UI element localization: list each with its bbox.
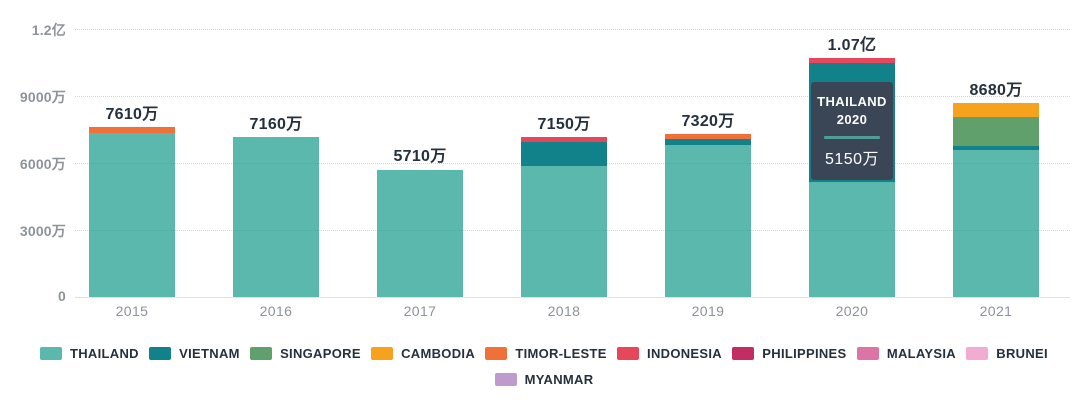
bar-total-label-2018: 7150万 <box>537 116 591 134</box>
legend-item-singapore[interactable]: SINGAPORE <box>250 346 361 361</box>
legend-item-malaysia[interactable]: MALAYSIA <box>856 346 956 361</box>
bar-total-label-2020: 1.07亿 <box>827 37 877 55</box>
bar-total-label-2015: 7610万 <box>105 106 159 124</box>
bar-segment-thailand[interactable] <box>521 166 607 297</box>
gridline <box>75 29 1070 30</box>
y-axis-tick-label: 6000万 <box>19 156 66 172</box>
bar-segment-vietnam[interactable] <box>953 146 1039 151</box>
legend-item-vietnam[interactable]: VIETNAM <box>149 346 240 361</box>
legend-swatch-cambodia <box>371 347 394 360</box>
legend-item-brunei[interactable]: BRUNEI <box>966 346 1048 361</box>
bar-segment-thailand[interactable] <box>377 169 463 297</box>
x-axis-tick-label-2016: 2016 <box>259 303 293 319</box>
legend-swatch-vietnam <box>149 347 172 360</box>
legend-row: MYANMAR <box>40 372 1048 387</box>
bar-segment-indonesia[interactable] <box>809 58 895 63</box>
bar-segment-thailand[interactable] <box>953 150 1039 297</box>
bar-total-label-2017: 5710万 <box>393 148 447 166</box>
x-axis-tick-label-2015: 2015 <box>115 303 149 319</box>
x-axis-tick-label-2021: 2021 <box>979 303 1013 319</box>
legend-item-timor-leste[interactable]: TIMOR-LESTE <box>485 346 606 361</box>
legend-swatch-brunei <box>966 347 989 360</box>
legend-item-philippines[interactable]: PHILIPPINES <box>732 346 846 361</box>
x-axis-tick-label-2018: 2018 <box>547 303 581 319</box>
bar-total-label-2021: 8680万 <box>969 82 1023 100</box>
bar-total-label-2016: 7160万 <box>249 116 303 134</box>
legend-item-myanmar[interactable]: MYANMAR <box>494 372 594 387</box>
bar-segment-timor-leste[interactable] <box>665 133 751 139</box>
legend-label: INDONESIA <box>647 346 722 361</box>
legend-label: PHILIPPINES <box>762 346 847 361</box>
bar-segment-vietnam[interactable] <box>521 142 607 167</box>
bar-2015[interactable] <box>89 127 175 297</box>
bar-2017[interactable] <box>377 169 463 297</box>
bar-segment-thailand[interactable] <box>233 137 319 297</box>
tooltip-year: 2020 <box>836 112 868 127</box>
legend-swatch-thailand <box>40 347 62 360</box>
bar-segment-timor-leste[interactable] <box>89 127 175 134</box>
legend-label: VIETNAM <box>179 346 240 361</box>
bar-2018[interactable] <box>521 137 607 297</box>
legend-swatch-timor-leste <box>485 347 508 360</box>
bar-segment-thailand[interactable] <box>89 133 175 297</box>
tooltip-value: 5150万 <box>824 150 880 168</box>
bar-total-label-2019: 7320万 <box>681 112 735 130</box>
legend-item-thailand[interactable]: THAILAND <box>40 346 139 361</box>
legend-swatch-singapore <box>250 347 273 360</box>
bar-segment-thailand[interactable] <box>809 182 895 297</box>
legend-swatch-malaysia <box>856 347 879 360</box>
legend-row: THAILAND VIETNAM SINGAPORE CAMBODIA TIMOR-LE… <box>40 346 1048 361</box>
y-axis-tick-label: 1.2亿 <box>31 22 66 38</box>
legend-swatch-philippines <box>732 347 755 360</box>
legend: THAILAND VIETNAM SINGAPORE CAMBODIA TIMOR-LE… <box>40 346 1048 387</box>
bar-tooltip: THAILAND 2020 5150万 <box>811 82 893 180</box>
legend-label: MYANMAR <box>524 372 594 387</box>
legend-label: SINGAPORE <box>280 346 361 361</box>
bar-segment-thailand[interactable] <box>665 145 751 297</box>
y-axis-tick-label: 9000万 <box>19 89 66 105</box>
bar-2021[interactable] <box>953 103 1039 297</box>
legend-item-cambodia[interactable]: CAMBODIA <box>371 346 475 361</box>
y-axis-tick-label: 0 <box>58 288 66 304</box>
legend-label: THAILAND <box>70 346 139 361</box>
legend-label: CAMBODIA <box>401 346 476 361</box>
legend-label: MALAYSIA <box>886 346 956 361</box>
x-axis-tick-label-2019: 2019 <box>691 303 725 319</box>
legend-label: BRUNEI <box>996 346 1048 361</box>
x-axis-tick-label-2020: 2020 <box>835 303 869 319</box>
legend-label: TIMOR-LESTE <box>515 346 607 361</box>
gridline <box>75 297 1070 298</box>
bar-2016[interactable] <box>233 137 319 297</box>
bar-segment-vietnam[interactable] <box>665 138 751 146</box>
legend-swatch-myanmar <box>494 373 517 386</box>
bar-segment-indonesia[interactable] <box>521 137 607 143</box>
tooltip-divider <box>824 135 880 139</box>
bar-segment-singapore[interactable] <box>953 117 1039 147</box>
y-axis-tick-label: 3000万 <box>19 223 66 239</box>
legend-swatch-indonesia <box>617 347 640 360</box>
legend-item-indonesia[interactable]: INDONESIA <box>617 346 722 361</box>
bar-2019[interactable] <box>665 133 751 297</box>
x-axis-tick-label-2017: 2017 <box>403 303 437 319</box>
bar-segment-cambodia[interactable] <box>953 103 1039 118</box>
tooltip-series-name: THAILAND <box>817 94 887 110</box>
gridline <box>75 96 1070 97</box>
